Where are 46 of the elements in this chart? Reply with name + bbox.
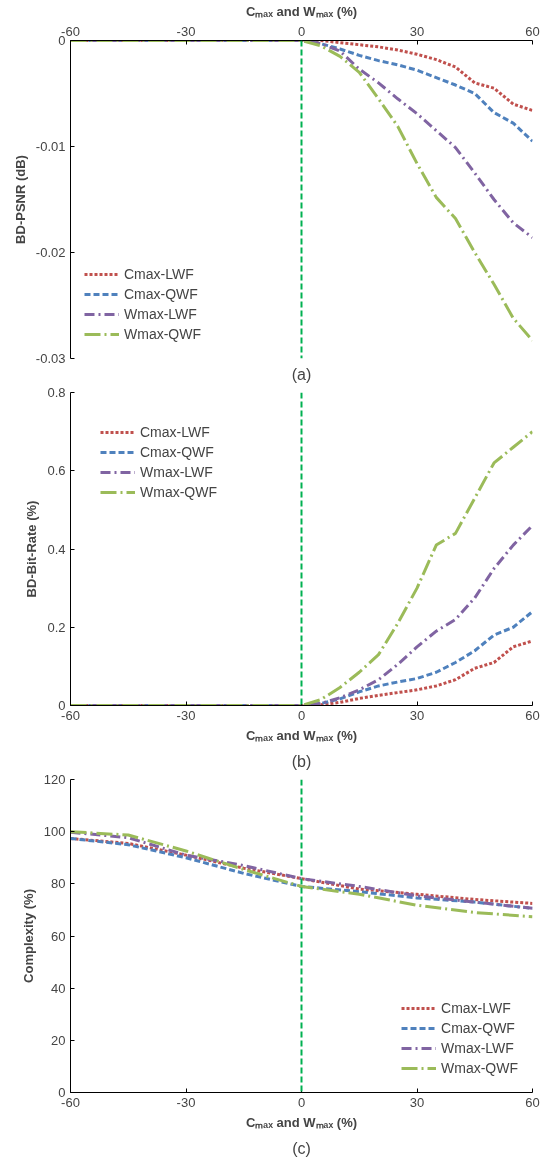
y-tick-label: 80 [51, 876, 66, 892]
y-tick-label: 120 [43, 772, 66, 787]
legend-label: Wmax-LWF [124, 306, 197, 322]
y-axis-title: BD-Bit-Rate (%) [24, 500, 40, 598]
x-tick-label: 0 [297, 1094, 306, 1110]
legend-label: Cmax-LWF [124, 266, 194, 282]
y-tick-label: -0.01 [35, 139, 66, 154]
y-tick-label: 0.8 [47, 385, 66, 400]
legend-label: Wmax-QWF [140, 484, 217, 500]
text: (a) [291, 365, 312, 383]
legend-label: Cmax-QWF [140, 444, 214, 460]
legend-label: Cmax-LWF [140, 424, 210, 440]
x-tick-label: -30 [176, 707, 196, 723]
x-tick-label: -30 [176, 23, 196, 39]
y-tick-label: -0.02 [35, 245, 66, 260]
x-tick-label: 60 [525, 23, 540, 39]
y-tick-label: 40 [51, 980, 66, 996]
legend-label: Wmax-QWF [124, 326, 201, 342]
y-tick-label: 0.2 [47, 619, 66, 635]
x-tick-label: 0 [297, 707, 306, 723]
y-tick-label: 100 [43, 824, 66, 840]
legend-label: Cmax-QWF [124, 286, 198, 302]
x-tick-label: 30 [409, 1094, 425, 1110]
y-tick-label: 0.4 [47, 541, 66, 557]
x-axis-title: Cₘₐₓ and Wₘₐₓ (%) [245, 727, 358, 743]
y-axis-title: BD-PSNR (dB) [12, 155, 28, 244]
legend-label: Wmax-LWF [441, 1040, 514, 1056]
y-tick-label: -0.03 [35, 351, 66, 366]
x-tick-label: 0 [297, 23, 306, 39]
x-tick-label: 60 [525, 707, 540, 723]
y-tick-label: 20 [51, 1032, 66, 1048]
legend-label: Wmax-QWF [441, 1060, 518, 1076]
x-tick-label: -30 [176, 1094, 196, 1110]
x-tick-label: 30 [409, 707, 425, 723]
y-tick-label: 0.6 [47, 463, 66, 479]
x-tick-label: 60 [525, 1094, 540, 1110]
x-tick-label: 30 [409, 23, 425, 39]
text: (c) [292, 1139, 311, 1157]
text: (b) [291, 752, 312, 770]
x2-axis-title: Cₘₐₓ and Wₘₐₓ (%) [245, 3, 358, 19]
legend-label: Cmax-QWF [441, 1020, 515, 1036]
x-axis-title: Cₘₐₓ and Wₘₐₓ (%) [245, 1114, 358, 1130]
y-tick-label: 60 [51, 928, 66, 944]
legend-label: Cmax-LWF [441, 1000, 511, 1016]
y-axis-title: Complexity (%) [20, 889, 36, 983]
legend-label: Wmax-LWF [140, 464, 213, 480]
